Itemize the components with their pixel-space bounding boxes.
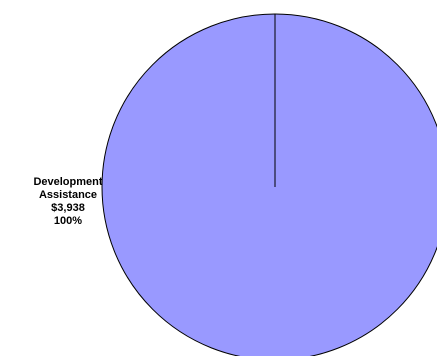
slice-percent-label: 100%: [53, 215, 83, 227]
pie-slice-label: Development Assistance $3,938 100%: [20, 176, 116, 228]
pie-slice-development-assistance: [101, 13, 437, 356]
slice-label-line-1: Development: [33, 176, 103, 188]
slice-label-line-2: Assistance: [38, 189, 98, 201]
slice-value-label: $3,938: [51, 202, 85, 214]
